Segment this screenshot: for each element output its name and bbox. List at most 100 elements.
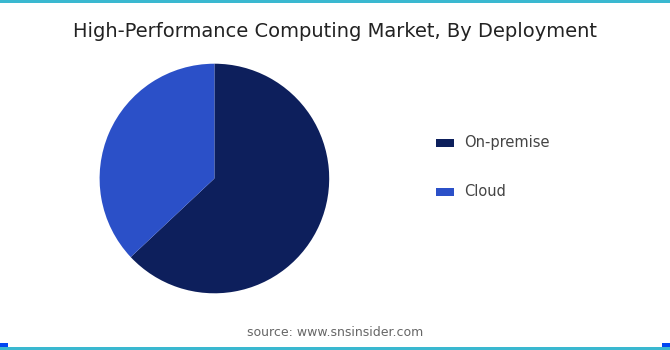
Bar xyxy=(662,343,670,347)
Bar xyxy=(662,344,670,348)
Bar xyxy=(0,344,8,348)
Text: On-premise: On-premise xyxy=(464,135,550,150)
Bar xyxy=(662,345,670,349)
Bar xyxy=(662,345,670,349)
Bar xyxy=(0,344,8,348)
Bar xyxy=(0,346,8,350)
Bar xyxy=(662,345,670,349)
Bar xyxy=(0,346,8,350)
Bar xyxy=(662,345,670,349)
Bar xyxy=(0,346,8,350)
Bar xyxy=(662,345,670,348)
Bar xyxy=(0,345,8,349)
Bar xyxy=(0,344,8,348)
Bar xyxy=(662,344,670,347)
Bar xyxy=(662,343,670,346)
Bar xyxy=(0,345,8,349)
Bar xyxy=(662,346,670,350)
Bar xyxy=(0,345,8,349)
Bar xyxy=(662,346,670,349)
Bar xyxy=(0,344,8,347)
Text: Cloud: Cloud xyxy=(464,184,507,200)
Bar xyxy=(0,345,8,349)
Bar xyxy=(0,344,8,348)
Bar xyxy=(662,344,670,348)
Bar xyxy=(662,346,670,350)
Bar xyxy=(662,344,670,347)
Bar xyxy=(662,346,670,350)
Bar xyxy=(0,346,8,350)
Bar xyxy=(0,345,8,348)
Bar xyxy=(0,343,8,347)
Bar xyxy=(662,345,670,349)
Bar xyxy=(0,343,8,347)
Bar xyxy=(662,346,670,349)
Bar xyxy=(662,345,670,349)
Bar xyxy=(0,343,8,346)
Bar xyxy=(662,344,670,347)
Bar xyxy=(662,344,670,347)
Bar xyxy=(662,344,670,348)
Bar xyxy=(0,346,8,350)
Bar xyxy=(0,346,8,350)
Bar xyxy=(662,343,670,347)
Bar xyxy=(0,344,8,347)
Bar xyxy=(0,345,8,348)
Bar xyxy=(662,345,670,348)
Bar xyxy=(0,345,8,349)
Bar xyxy=(662,344,670,348)
Bar xyxy=(662,345,670,349)
Bar xyxy=(0,343,8,347)
Bar xyxy=(0,346,8,349)
Bar xyxy=(0,344,8,348)
Wedge shape xyxy=(100,64,214,257)
Bar xyxy=(0,346,8,349)
Bar xyxy=(0,346,8,350)
Bar xyxy=(0,343,8,347)
Bar xyxy=(662,344,670,348)
Bar xyxy=(0,345,8,348)
Bar xyxy=(662,344,670,347)
Bar xyxy=(0,344,8,348)
Bar xyxy=(0,344,8,348)
Bar xyxy=(662,345,670,349)
Bar xyxy=(0,345,8,349)
Bar xyxy=(0,344,8,347)
Text: source: www.snsinsider.com: source: www.snsinsider.com xyxy=(247,326,423,339)
Bar xyxy=(0,345,8,349)
Bar xyxy=(662,345,670,348)
Bar xyxy=(662,345,670,348)
Bar xyxy=(0,344,8,348)
Bar xyxy=(0,344,8,348)
Bar xyxy=(662,343,670,347)
Bar xyxy=(662,343,670,346)
Bar xyxy=(662,346,670,350)
Bar xyxy=(0,346,8,350)
Bar xyxy=(662,343,670,346)
Bar xyxy=(662,344,670,348)
Bar xyxy=(0,346,8,349)
Bar xyxy=(0,345,8,349)
Bar xyxy=(662,345,670,349)
Bar xyxy=(662,344,670,348)
Bar xyxy=(0,345,8,348)
Bar xyxy=(0,346,8,349)
Bar xyxy=(0,344,8,347)
Bar xyxy=(0,343,8,347)
Bar xyxy=(662,345,670,349)
Bar xyxy=(662,346,670,350)
Bar xyxy=(0,345,8,349)
Bar xyxy=(0,345,8,348)
Bar xyxy=(662,343,670,347)
Bar xyxy=(662,346,670,349)
Bar xyxy=(0,344,8,348)
Bar xyxy=(662,346,670,349)
Bar xyxy=(662,346,670,349)
Bar xyxy=(662,345,670,349)
Bar xyxy=(662,345,670,349)
Bar xyxy=(662,346,670,349)
Bar xyxy=(0,344,8,347)
Bar xyxy=(0,344,8,348)
Bar xyxy=(662,344,670,348)
Bar xyxy=(662,343,670,346)
